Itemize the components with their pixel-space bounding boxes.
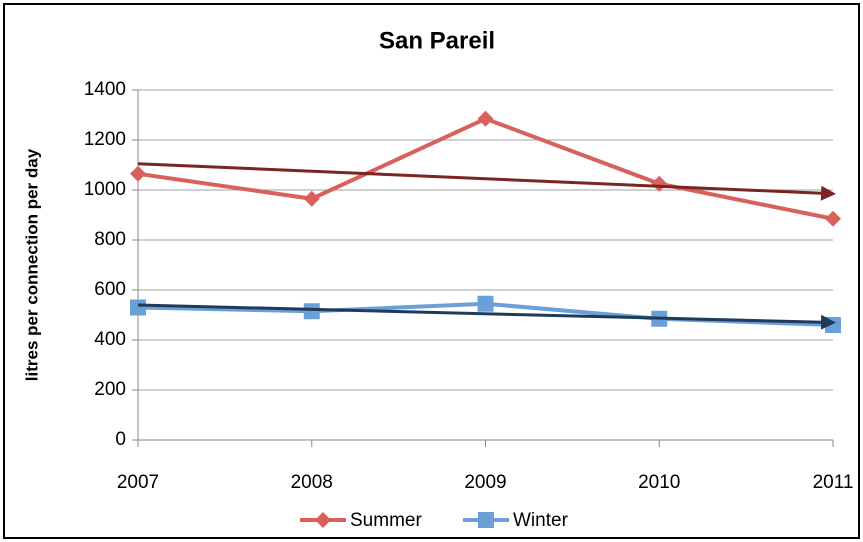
diamond-marker — [303, 190, 320, 207]
legend-marker — [478, 512, 494, 528]
diamond-marker — [825, 210, 841, 227]
x-tick-label: 2009 — [464, 472, 506, 493]
square-marker — [130, 299, 146, 316]
y-tick-label: 600 — [94, 279, 126, 300]
x-tick-label: 2008 — [291, 472, 333, 493]
y-axis-label: litres per connection per day — [22, 148, 41, 381]
y-tick-label: 800 — [94, 229, 126, 250]
square-marker — [477, 295, 494, 312]
y-tick-label: 0 — [115, 429, 126, 450]
y-tick-label: 1400 — [84, 79, 126, 100]
x-tick-label: 2010 — [638, 472, 680, 493]
legend-marker — [315, 512, 331, 528]
x-tick-label: 2007 — [117, 472, 159, 493]
trend-line — [137, 303, 836, 330]
y-tick-label: 200 — [94, 379, 126, 400]
diamond-marker — [130, 165, 146, 182]
legend-label: Summer — [350, 510, 422, 531]
y-tick-label: 1200 — [84, 129, 126, 150]
y-tick-label: 400 — [94, 329, 126, 350]
chart-title: San Pareil — [379, 27, 495, 54]
legend-label: Winter — [513, 510, 569, 531]
trend-line — [137, 162, 836, 201]
square-marker — [303, 303, 320, 320]
square-marker — [825, 317, 841, 333]
x-tick-label: 2011 — [813, 472, 854, 493]
y-tick-label: 1000 — [84, 179, 126, 200]
chart-frame — [3, 3, 860, 539]
diamond-marker — [477, 110, 494, 127]
